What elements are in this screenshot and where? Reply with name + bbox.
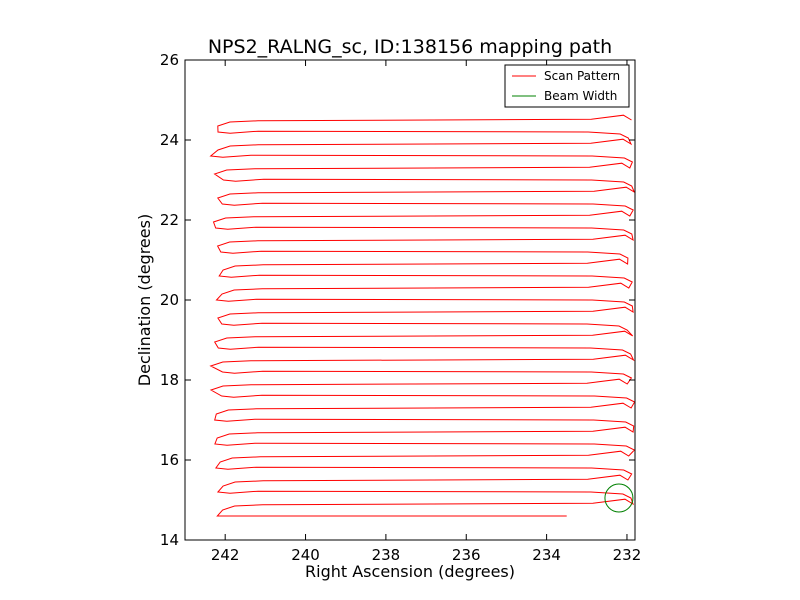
legend-label-beam-width: Beam Width xyxy=(544,89,617,103)
x-tick-label: 234 xyxy=(532,546,561,564)
x-tick-label: 242 xyxy=(211,546,240,564)
x-axis-ticks: 242 240 238 236 234 232 xyxy=(211,60,641,564)
x-tick-label: 232 xyxy=(613,546,642,564)
x-tick-label: 236 xyxy=(452,546,481,564)
y-tick-label: 16 xyxy=(160,451,179,469)
legend: Scan Pattern Beam Width xyxy=(504,64,630,108)
y-axis-ticks: 14 16 18 20 22 24 26 xyxy=(160,51,635,549)
scan-pattern-line xyxy=(209,114,636,517)
y-axis-label: Declination (degrees) xyxy=(135,214,154,386)
y-tick-label: 20 xyxy=(160,291,179,309)
legend-box xyxy=(504,64,630,108)
chart-title: NPS2_RALNG_sc, ID:138156 mapping path xyxy=(208,36,612,58)
y-tick-label: 18 xyxy=(160,371,179,389)
y-tick-label: 26 xyxy=(160,51,179,69)
y-tick-label: 22 xyxy=(160,211,179,229)
x-axis-label: Right Ascension (degrees) xyxy=(305,562,515,581)
scan-pattern-series xyxy=(209,114,636,517)
legend-label-scan-pattern: Scan Pattern xyxy=(544,69,620,83)
y-tick-label: 24 xyxy=(160,131,179,149)
x-tick-label: 240 xyxy=(291,546,320,564)
y-tick-label: 14 xyxy=(160,531,179,549)
x-tick-label: 238 xyxy=(372,546,401,564)
beam-width-circle xyxy=(604,483,634,513)
beam-width-series xyxy=(604,483,634,513)
